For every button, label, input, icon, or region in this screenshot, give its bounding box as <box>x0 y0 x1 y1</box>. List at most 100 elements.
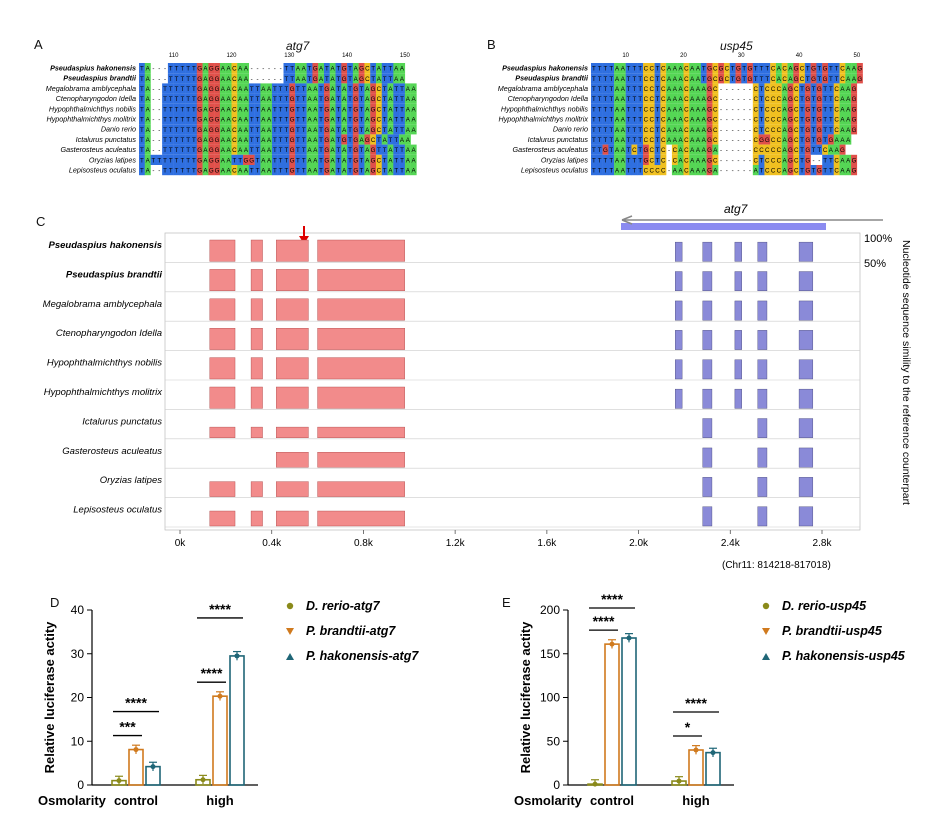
aln-a-base-cell <box>243 63 250 74</box>
aln-b-base-letter: C <box>834 117 839 124</box>
aln-b-base-cell <box>729 63 736 74</box>
chart-e-bar <box>705 751 721 786</box>
aln-b-base-letter: A <box>621 127 626 134</box>
aln-b-base-cell <box>764 63 771 74</box>
aln-a-base-cell <box>352 93 359 104</box>
aln-a-base-cell <box>144 63 151 74</box>
aln-a-base-letter: T <box>337 137 341 144</box>
aln-a-base-letter: A <box>365 117 370 124</box>
aln-b-base-letter: - <box>737 117 739 124</box>
aln-a-base-letter: A <box>307 86 312 93</box>
aln-a-base-letter: T <box>180 137 184 144</box>
panel-a-gene-title: atg7 <box>286 39 310 53</box>
aln-b-base-letter: A <box>835 147 840 154</box>
aln-a-base-letter: C <box>371 137 376 144</box>
aln-a-base-letter: T <box>389 137 393 144</box>
aln-b-base-cell <box>799 165 806 176</box>
aln-b-base-letter: A <box>783 157 788 164</box>
chart-e-y-tick-label: 100 <box>540 691 560 705</box>
aln-a-base-letter: T <box>360 127 364 134</box>
aln-b-base-letter: T <box>812 117 816 124</box>
aln-a-base-letter: A <box>244 137 249 144</box>
chart-e-data-point <box>626 635 632 641</box>
aln-b-base-cell <box>677 154 684 165</box>
aln-b-base-letter: C <box>673 157 678 164</box>
aln-b-base-letter: T <box>638 157 642 164</box>
aln-b-base-cell <box>752 63 759 74</box>
aln-a-base-cell <box>335 165 342 176</box>
aln-a-base-cell <box>277 103 284 114</box>
aln-a-base-letter: - <box>152 96 154 103</box>
aln-a-base-cell <box>271 83 278 94</box>
aln-a-base-cell <box>341 83 348 94</box>
aln-b-base-cell <box>637 144 644 155</box>
aln-b-base-cell <box>781 134 788 145</box>
aln-a-base-letter: A <box>365 106 370 113</box>
aln-b-base-cell <box>643 83 649 94</box>
aln-a-base-letter: T <box>400 127 404 134</box>
aln-a-base-cell <box>289 103 296 114</box>
aln-b-base-letter: A <box>702 157 707 164</box>
aln-a-base-cell <box>295 103 302 114</box>
x-tick-label: 2.4k <box>721 538 741 549</box>
aln-b-base-cell <box>671 134 678 145</box>
aln-b-base-letter: T <box>656 86 660 93</box>
aln-b-base-letter: A <box>621 147 626 154</box>
aln-b-base-letter: - <box>737 147 739 154</box>
aln-a-base-letter: T <box>273 117 277 124</box>
aln-b-base-cell <box>851 165 858 176</box>
conserved-noncoding-block <box>276 298 309 321</box>
aln-b-base-cell <box>770 144 777 155</box>
aln-b-base-cell <box>654 103 661 114</box>
aln-a-base-letter: A <box>307 106 312 113</box>
aln-b-species-label: Megalobrama amblycephala <box>498 84 588 93</box>
aln-a-base-letter: A <box>267 86 272 93</box>
aln-b-base-cell <box>643 103 649 114</box>
aln-b-base-cell <box>822 93 829 104</box>
aln-a-base-cell <box>283 124 290 135</box>
aln-b-base-cell <box>625 114 632 125</box>
conserved-noncoding-block <box>250 327 263 350</box>
aln-b-base-cell <box>845 114 852 125</box>
aln-b-base-cell <box>637 154 644 165</box>
aln-a-base-letter: T <box>140 96 144 103</box>
aln-b-base-cell <box>596 144 603 155</box>
aln-b-base-letter: C <box>661 66 666 73</box>
aln-b-base-letter: T <box>656 96 660 103</box>
aln-a-base-letter: A <box>411 117 416 124</box>
aln-a-base-cell <box>370 63 377 74</box>
aln-b-base-letter: C <box>765 157 770 164</box>
aln-b-base-letter: A <box>696 147 701 154</box>
aln-a-base-letter: A <box>267 127 272 134</box>
aln-a-base-cell <box>191 83 197 94</box>
aln-b-base-letter: - <box>749 137 751 144</box>
aln-a-base-cell <box>219 144 226 155</box>
aln-a-base-letter: A <box>203 86 208 93</box>
aln-a-base-letter: T <box>337 147 341 154</box>
conserved-coding-block <box>734 359 742 380</box>
aln-b-base-letter: C <box>834 157 839 164</box>
aln-b-base-cell <box>700 124 707 135</box>
aln-a-base-letter: T <box>400 157 404 164</box>
aln-a-base-letter: T <box>140 86 144 93</box>
conserved-noncoding-block <box>317 510 405 527</box>
aln-b-base-cell <box>654 154 661 165</box>
aln-b-base-cell <box>654 144 661 155</box>
aln-a-base-cell <box>219 83 226 94</box>
aln-b-base-letter: T <box>754 76 758 83</box>
aln-b-base-letter: A <box>690 157 695 164</box>
aln-a-base-cell <box>312 165 319 176</box>
aln-b-base-cell <box>810 134 817 145</box>
aln-a-base-letter: T <box>192 76 196 83</box>
aln-a-base-letter: T <box>279 157 283 164</box>
aln-b-base-cell <box>631 73 638 84</box>
aln-a-base-cell <box>185 93 192 104</box>
aln-b-base-letter: T <box>609 157 613 164</box>
aln-b-base-letter: C <box>684 106 689 113</box>
aln-b-base-letter: T <box>627 96 631 103</box>
aln-b-base-cell <box>695 134 702 145</box>
aln-a-base-letter: T <box>140 147 144 154</box>
chart-d-legend-marker <box>286 628 294 635</box>
aln-b-base-cell <box>596 93 603 104</box>
aln-b-base-letter: T <box>656 76 660 83</box>
